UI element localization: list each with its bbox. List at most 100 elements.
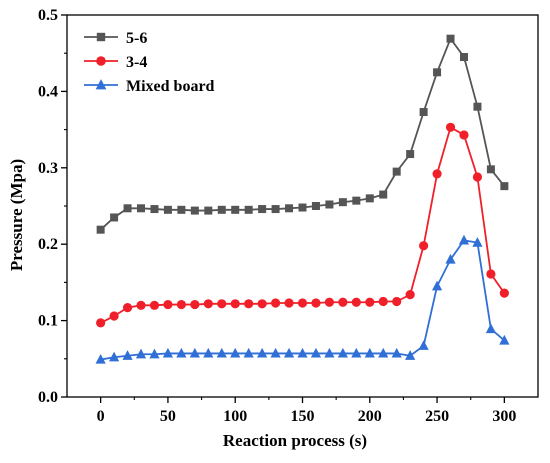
y-axis: 0.0 0.1 0.2 0.3 0.4 0.5 bbox=[38, 7, 67, 406]
data-point bbox=[485, 323, 496, 334]
data-point bbox=[203, 299, 213, 309]
data-point bbox=[392, 296, 402, 307]
data-point bbox=[365, 194, 374, 203]
x-axis-title: Reaction process (s) bbox=[223, 431, 367, 450]
data-point bbox=[351, 297, 361, 307]
legend-marker bbox=[95, 79, 107, 90]
data-point bbox=[472, 172, 483, 182]
data-point bbox=[432, 169, 442, 179]
data-point bbox=[135, 348, 147, 359]
x-tick-label: 150 bbox=[291, 408, 315, 425]
data-point bbox=[379, 190, 388, 199]
legend: 5-6 3-4 Mixed board bbox=[84, 30, 215, 95]
legend-marker bbox=[96, 56, 106, 66]
data-point bbox=[189, 347, 200, 358]
data-point bbox=[445, 122, 456, 132]
data-point bbox=[231, 205, 240, 214]
data-point bbox=[431, 280, 443, 291]
data-point bbox=[257, 347, 268, 358]
data-point bbox=[204, 206, 213, 215]
data-point bbox=[446, 34, 455, 43]
data-point bbox=[445, 253, 456, 264]
data-point bbox=[298, 203, 307, 212]
data-point bbox=[297, 298, 308, 308]
x-tick-label: 50 bbox=[160, 408, 176, 425]
data-point bbox=[162, 347, 174, 358]
data-point bbox=[122, 350, 133, 360]
series-mixed-board bbox=[95, 234, 510, 364]
data-point bbox=[203, 347, 214, 358]
data-point bbox=[405, 350, 416, 360]
data-point bbox=[406, 150, 415, 159]
data-point bbox=[418, 340, 429, 350]
legend-label: Mixed board bbox=[126, 78, 215, 95]
data-point bbox=[149, 348, 160, 359]
data-point bbox=[391, 347, 402, 358]
data-point bbox=[244, 205, 253, 214]
data-point bbox=[499, 288, 509, 298]
data-point bbox=[311, 298, 321, 308]
data-point bbox=[258, 205, 267, 214]
data-point bbox=[123, 204, 132, 213]
data-point bbox=[459, 53, 468, 62]
data-point bbox=[176, 299, 186, 310]
data-point bbox=[230, 299, 240, 309]
data-point bbox=[163, 299, 173, 310]
data-point bbox=[352, 196, 361, 205]
data-point bbox=[177, 205, 186, 214]
legend-item: 5-6 bbox=[84, 30, 147, 47]
data-point bbox=[499, 334, 510, 345]
data-point bbox=[137, 204, 146, 213]
legend-label: 3-4 bbox=[126, 54, 147, 71]
data-point bbox=[109, 311, 119, 321]
x-axis: 0 50 100 150 200 250 300 bbox=[97, 397, 516, 425]
data-point bbox=[190, 206, 199, 215]
data-point bbox=[270, 298, 281, 308]
data-point bbox=[364, 347, 375, 358]
data-point bbox=[136, 300, 146, 310]
series-line bbox=[100, 37, 506, 231]
data-point bbox=[473, 102, 482, 111]
data-point bbox=[217, 299, 227, 309]
data-point bbox=[190, 299, 200, 310]
y-tick-label: 0.1 bbox=[38, 313, 58, 330]
data-point bbox=[243, 347, 254, 358]
data-point bbox=[110, 213, 119, 222]
series-3-4 bbox=[96, 122, 509, 328]
data-point bbox=[486, 165, 495, 174]
data-point bbox=[365, 297, 375, 307]
data-point bbox=[419, 108, 428, 117]
data-point bbox=[433, 68, 442, 77]
legend-item: Mixed board bbox=[84, 78, 215, 95]
data-point bbox=[283, 347, 295, 358]
data-point bbox=[150, 205, 159, 214]
data-point bbox=[244, 299, 254, 309]
x-tick-label: 100 bbox=[223, 408, 247, 425]
y-tick-label: 0.3 bbox=[38, 160, 58, 177]
data-point bbox=[311, 202, 320, 210]
data-point bbox=[95, 353, 106, 364]
data-point bbox=[270, 347, 281, 358]
data-point bbox=[324, 347, 335, 358]
data-point bbox=[96, 318, 106, 328]
data-point bbox=[163, 205, 172, 214]
data-point bbox=[458, 234, 470, 245]
data-point bbox=[392, 167, 401, 176]
series-layer bbox=[95, 34, 510, 364]
data-point bbox=[176, 347, 187, 358]
y-tick-label: 0.2 bbox=[38, 236, 58, 253]
x-tick-label: 0 bbox=[97, 408, 105, 425]
data-point bbox=[122, 303, 133, 313]
data-point bbox=[378, 296, 388, 307]
data-point bbox=[149, 300, 160, 310]
data-point bbox=[96, 225, 105, 234]
data-point bbox=[217, 205, 226, 214]
x-tick-label: 200 bbox=[358, 408, 382, 425]
y-tick-label: 0.0 bbox=[38, 389, 58, 406]
data-point bbox=[351, 347, 362, 358]
data-point bbox=[285, 204, 294, 213]
data-point bbox=[325, 200, 334, 209]
y-tick-label: 0.4 bbox=[38, 83, 58, 100]
